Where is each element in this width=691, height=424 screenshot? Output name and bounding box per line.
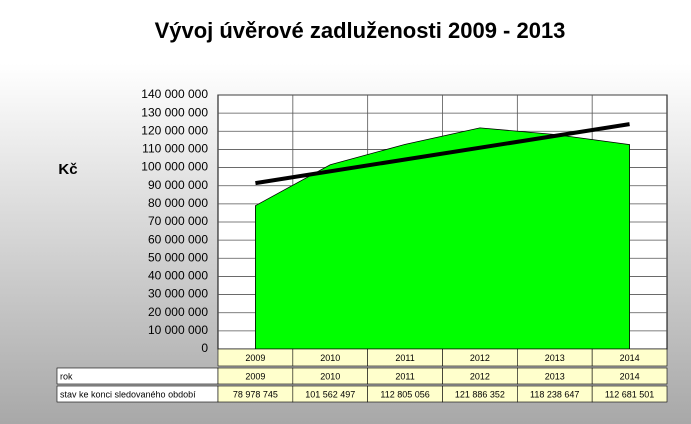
table-value: 112 805 056 <box>380 389 429 399</box>
table-value: 121 886 352 <box>455 389 505 399</box>
y-axis-label: Kč <box>58 161 77 178</box>
table-cell <box>591 348 668 367</box>
trendline <box>255 122 630 186</box>
table-row-header: stav ke konci sledovaného období <box>60 389 196 399</box>
y-tick-label: 30 000 000 <box>148 287 208 301</box>
x-tick-label: 2014 <box>620 353 640 363</box>
y-tick-label: 40 000 000 <box>148 269 208 283</box>
x-tick-label: 2011 <box>395 353 414 363</box>
y-tick-label: 10 000 000 <box>148 323 208 337</box>
y-tick-label: 110 000 000 <box>142 142 208 156</box>
y-tick-label: 100 000 000 <box>141 160 208 174</box>
chart-title: Vývoj úvěrové zadluženosti 2009 - 2013 <box>155 18 566 43</box>
table-value: 2010 <box>320 371 340 381</box>
table-cell <box>591 367 668 385</box>
x-tick-label: 2013 <box>545 353 565 363</box>
table-value: 2014 <box>620 371 640 381</box>
y-tick-label: 120 000 000 <box>141 123 208 137</box>
area <box>255 127 630 350</box>
y-tick-label: 20 000 000 <box>148 305 208 319</box>
x-tick-label: 2012 <box>470 353 490 363</box>
y-tick-label: 90 000 000 <box>148 178 208 192</box>
y-tick-label: 50 000 000 <box>148 250 208 264</box>
y-tick-label: 0 <box>201 341 208 355</box>
y-tick-label: 60 000 000 <box>148 232 208 246</box>
table-header-cell <box>56 367 219 385</box>
y-tick-label: 140 000 000 <box>141 87 208 101</box>
table-value: 112 681 501 <box>605 389 654 399</box>
y-tick-label: 70 000 000 <box>148 214 208 228</box>
table-value: 2011 <box>395 371 414 381</box>
table-row-header: rok <box>60 371 73 381</box>
y-tick-label: 80 000 000 <box>148 196 208 210</box>
table-value: 2009 <box>245 371 265 381</box>
table-value: 78 978 745 <box>233 389 278 399</box>
table-value: 118 238 647 <box>530 389 579 399</box>
table-value: 2012 <box>470 371 490 381</box>
table-value: 2013 <box>545 371 565 381</box>
y-tick-label: 130 000 000 <box>141 105 208 119</box>
x-tick-label: 2010 <box>320 353 340 363</box>
table-cell <box>591 385 668 403</box>
x-tick-label: 2009 <box>245 353 265 363</box>
table-value: 101 562 497 <box>305 389 355 399</box>
